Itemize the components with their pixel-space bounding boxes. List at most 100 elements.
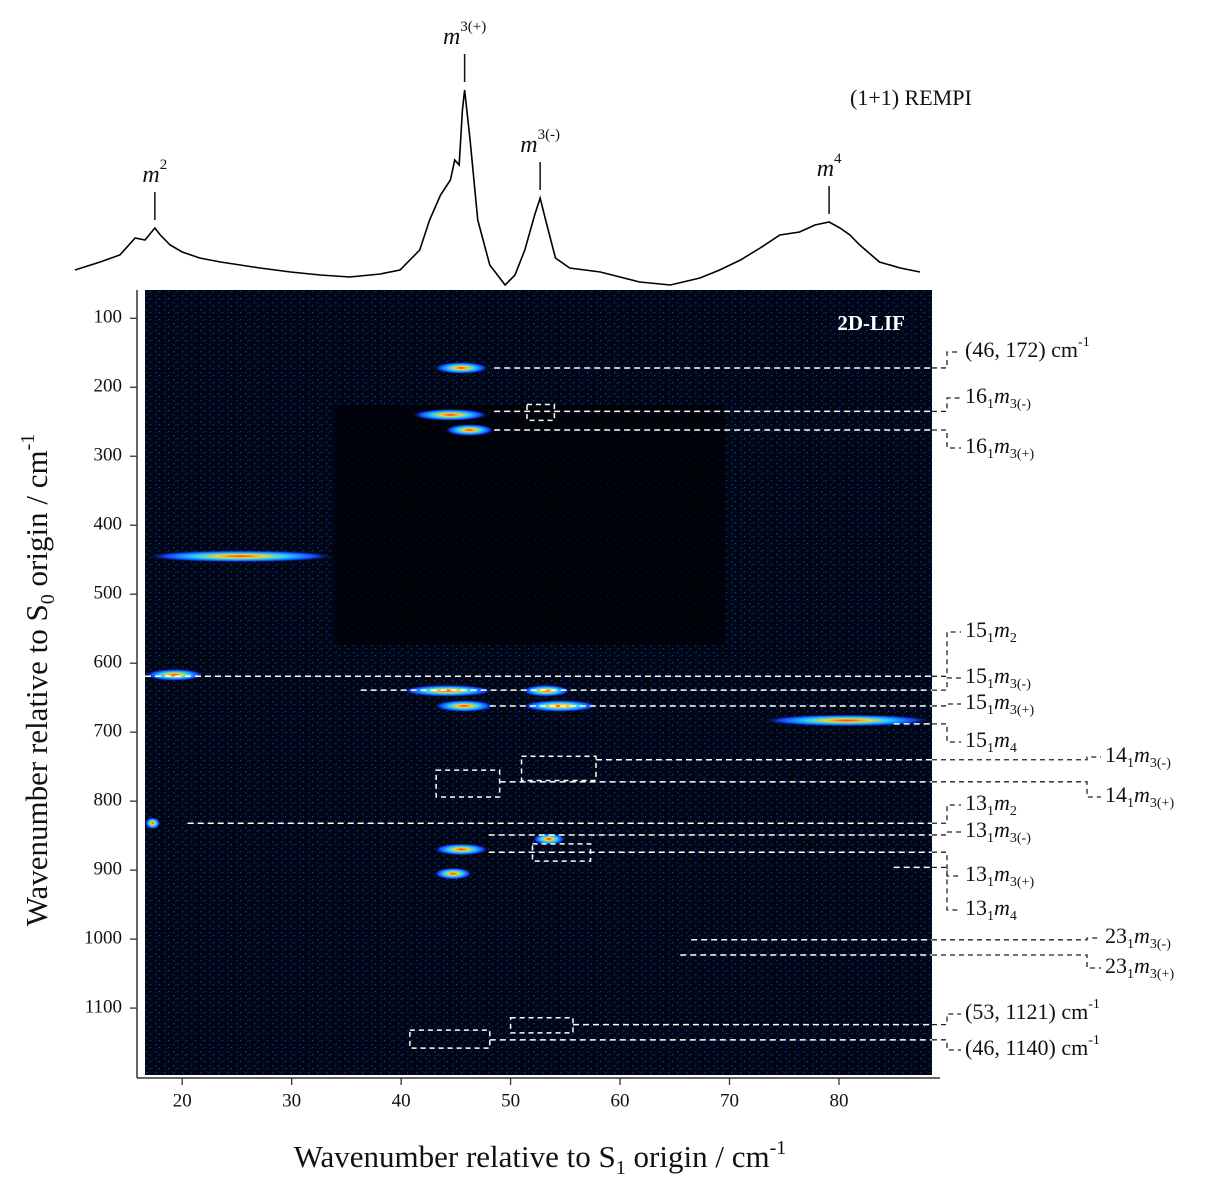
label-part: 1 [1127, 967, 1134, 982]
label-part: Wavenumber relative to S [19, 604, 54, 926]
map-dark-region [335, 405, 725, 645]
peak-label: m2 [142, 157, 167, 187]
y-tick-label: 200 [94, 376, 123, 397]
x-tick-label: 50 [501, 1090, 520, 1111]
y-tick-label: 400 [94, 514, 123, 535]
y-tick-label: 700 [94, 721, 123, 742]
map-title: 2D-LIF [837, 311, 905, 335]
leader-connector [932, 1013, 961, 1026]
label-part: 3(-) [538, 127, 561, 143]
peak-label: m3(-) [520, 127, 560, 157]
leader-connector [932, 677, 961, 691]
label-part: (46, 1140) cm [965, 1035, 1088, 1060]
y-tick-label: 100 [94, 307, 123, 328]
spectral-streak [401, 684, 495, 697]
rempi-trace [74, 89, 921, 287]
leader-connector [932, 429, 961, 449]
label-part: 1 [987, 804, 994, 819]
x-tick-label: 60 [611, 1090, 630, 1111]
label-part: 3(-) [1150, 756, 1171, 771]
label-part: 2 [1010, 804, 1017, 819]
leader-connector [932, 781, 1101, 798]
label-part: 1 [987, 909, 994, 924]
annotation-label: 161m3(+) [965, 433, 1034, 462]
leader-connector [932, 351, 961, 369]
label-part: 1 [987, 677, 994, 692]
spectral-streak [145, 550, 336, 563]
label-part: m [817, 156, 834, 182]
spectral-streak [433, 361, 489, 374]
annotation-label: 231m3(-) [1105, 923, 1171, 952]
label-part: 3(-) [1010, 677, 1031, 692]
label-part: 1 [616, 1157, 626, 1179]
x-tick-label: 40 [392, 1090, 411, 1111]
leader-connector [932, 851, 961, 877]
annotation-label: (53, 1121) cm-1 [965, 997, 1100, 1024]
label-part: 3(+) [1150, 967, 1175, 982]
x-tick-label: 80 [829, 1090, 848, 1111]
leader-connector [932, 937, 1101, 941]
label-part: m [994, 433, 1010, 458]
label-part: m [994, 689, 1010, 714]
label-part: 1 [987, 703, 994, 718]
x-tick-label: 30 [282, 1090, 301, 1111]
axis-title: Wavenumber relative to S1 origin / cm-1 [294, 1137, 787, 1179]
label-part: 3(+) [1010, 447, 1035, 462]
label-part: 15 [965, 617, 987, 642]
spectral-streak [433, 699, 495, 712]
leader-connector [932, 954, 1101, 969]
annotation-label: 151m4 [965, 727, 1017, 756]
label-part: 4 [1010, 909, 1017, 924]
label-part: 13 [965, 817, 987, 842]
leader-connector [932, 723, 961, 743]
label-part: 3(+) [1150, 796, 1175, 811]
label-part: 14 [1105, 742, 1127, 767]
annotation-label: 131m3(+) [965, 861, 1034, 890]
label-part: origin / cm [626, 1139, 770, 1174]
highlight-box [509, 1016, 574, 1034]
label-part: 1 [987, 875, 994, 890]
label-part: 3(+) [460, 19, 486, 35]
x-tick-label: 70 [720, 1090, 739, 1111]
label-part: Wavenumber relative to S [294, 1139, 616, 1174]
label-part: 3(-) [1010, 397, 1031, 412]
label-part: 0 [37, 594, 59, 604]
label-part: m [142, 162, 159, 188]
label-part: -1 [770, 1137, 787, 1159]
label-part: 15 [965, 689, 987, 714]
label-part: -1 [1088, 997, 1100, 1012]
label-part: m [994, 663, 1010, 688]
spectral-streak [444, 424, 495, 437]
label-part: m [994, 895, 1010, 920]
trace-title: (1+1) REMPI [850, 85, 972, 110]
label-part: 1 [1127, 756, 1134, 771]
label-part: m [994, 727, 1010, 752]
label-part: (53, 1121) cm [965, 999, 1088, 1024]
label-part: 4 [1010, 741, 1017, 756]
leader-connector [932, 831, 961, 836]
y-tick-label: 600 [94, 652, 123, 673]
annotation-label: 161m3(-) [965, 383, 1031, 412]
spectral-streak [762, 714, 932, 727]
axis-title: Wavenumber relative to S0 origin / cm-1 [17, 434, 59, 927]
leader-connector [932, 397, 961, 413]
y-tick-label: 300 [94, 445, 123, 466]
label-part: m [1134, 953, 1150, 978]
leader-connector [932, 866, 961, 911]
leader-connector [932, 804, 961, 824]
annotation-label: 141m3(-) [1105, 742, 1171, 771]
annotation-label: (46, 172) cm-1 [965, 335, 1090, 362]
label-part: 4 [834, 151, 842, 167]
annotation-label: 151m3(+) [965, 689, 1034, 718]
annotation-label: 141m3(+) [1105, 782, 1174, 811]
spectral-streak [433, 867, 473, 880]
label-part: m [520, 132, 537, 158]
annotation-label: 151m2 [965, 617, 1017, 646]
spectral-streak [412, 408, 489, 421]
annotation-label: 131m4 [965, 895, 1017, 924]
label-part: 1 [987, 447, 994, 462]
annotation-label: 131m2 [965, 790, 1017, 819]
spectral-streak [433, 843, 489, 856]
label-part: origin / cm [19, 450, 54, 594]
label-part: 15 [965, 727, 987, 752]
